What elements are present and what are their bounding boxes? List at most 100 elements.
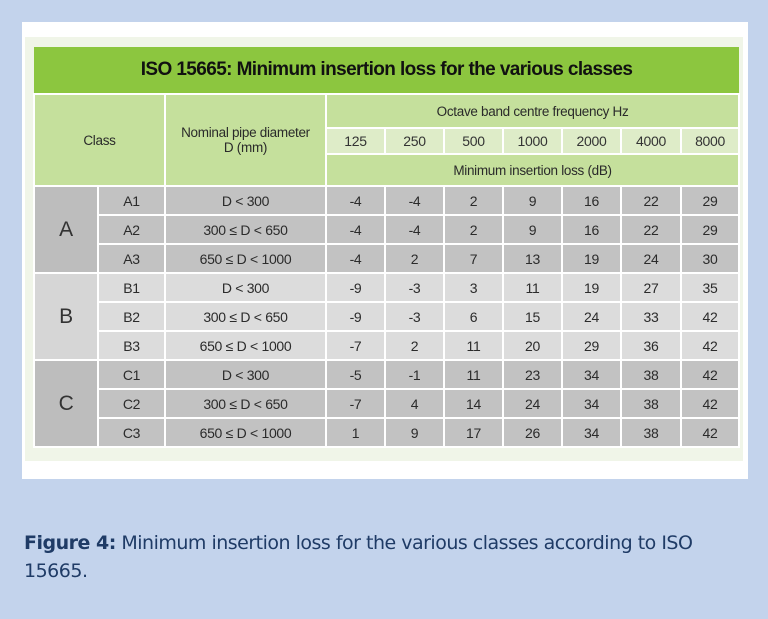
figure-label: Figure 4: [24, 532, 116, 554]
class-cell: A [33, 185, 99, 274]
value-cell: -1 [384, 359, 445, 390]
subclass-cell: B1 [97, 272, 166, 303]
value-cell: 42 [679, 330, 741, 361]
value-cell: 16 [561, 185, 622, 216]
frequency-header: 1000 [502, 127, 563, 155]
value-cell: 4 [384, 388, 445, 419]
diameter-cell: 300 ≤ D < 650 [164, 214, 327, 245]
subclass-cell: C3 [97, 417, 166, 448]
value-cell: -4 [384, 214, 445, 245]
table-row: A3 650 ≤ D < 1000 -4 2 7 13 19 24 30 [34, 243, 741, 274]
subclass-cell: A2 [97, 214, 166, 245]
value-cell: -3 [384, 272, 445, 303]
value-cell: 9 [502, 185, 563, 216]
value-cell: 13 [502, 243, 563, 274]
value-cell: 2 [384, 330, 445, 361]
value-cell: 6 [443, 301, 504, 332]
value-cell: 20 [502, 330, 563, 361]
value-cell: 11 [443, 359, 504, 390]
figure-card: ISO 15665: Minimum insertion loss for th… [22, 22, 748, 479]
value-cell: 14 [443, 388, 504, 419]
value-cell: 29 [561, 330, 622, 361]
subclass-cell: C2 [97, 388, 166, 419]
diameter-cell: 650 ≤ D < 1000 [164, 417, 327, 448]
value-cell: 2 [443, 214, 504, 245]
value-cell: -4 [325, 185, 386, 216]
value-cell: -9 [325, 272, 386, 303]
value-cell: 16 [561, 214, 622, 245]
subclass-cell: B2 [97, 301, 166, 332]
value-cell: 27 [620, 272, 682, 303]
value-cell: 42 [679, 417, 741, 448]
value-cell: -9 [325, 301, 386, 332]
table-row: B B1 D < 300 -9 -3 3 11 19 27 35 [33, 272, 741, 361]
frequency-header: 125 [325, 127, 386, 155]
value-cell: -4 [384, 185, 445, 216]
frequency-header: 250 [384, 127, 445, 155]
value-cell: 17 [443, 417, 504, 448]
value-cell: 42 [679, 388, 741, 419]
value-cell: 22 [620, 185, 682, 216]
value-cell: 7 [443, 243, 504, 274]
value-cell: -4 [325, 214, 386, 245]
class-cell: B [33, 272, 99, 361]
diameter-cell: 300 ≤ D < 650 [164, 301, 327, 332]
frequency-header: 2000 [561, 127, 622, 155]
value-cell: 24 [620, 243, 682, 274]
diameter-cell: 300 ≤ D < 650 [164, 388, 327, 419]
value-cell: 38 [620, 388, 682, 419]
subclass-cell: B3 [97, 330, 166, 361]
table-title: ISO 15665: Minimum insertion loss for th… [34, 47, 740, 95]
value-cell: 15 [502, 301, 563, 332]
diameter-header-line1: Nominal pipe diameter [181, 125, 310, 140]
value-cell: 1 [325, 417, 386, 448]
value-cell: 19 [561, 272, 622, 303]
min-insertion-loss-header: Minimum insertion loss (dB) [324, 153, 741, 187]
value-cell: 23 [502, 359, 563, 390]
frequency-header: 4000 [620, 127, 682, 155]
value-cell: 42 [679, 301, 741, 332]
table-row: C3 650 ≤ D < 1000 1 9 17 26 34 38 42 [34, 417, 741, 448]
value-cell: 9 [384, 417, 445, 448]
value-cell: 9 [502, 214, 563, 245]
value-cell: 11 [502, 272, 563, 303]
table-row: B2 300 ≤ D < 650 -9 -3 6 15 24 33 42 [34, 301, 741, 332]
class-header: Class [33, 93, 166, 187]
table-row: B3 650 ≤ D < 1000 -7 2 11 20 29 36 42 [34, 330, 741, 361]
value-cell: 24 [561, 301, 622, 332]
table-row: C2 300 ≤ D < 650 -7 4 14 24 34 38 42 [34, 388, 741, 419]
value-cell: -7 [325, 330, 386, 361]
figure-caption: Figure 4: Minimum insertion loss for the… [24, 529, 744, 585]
value-cell: 34 [561, 359, 622, 390]
octave-band-header: Octave band centre frequency Hz [324, 93, 741, 129]
value-cell: -4 [325, 243, 386, 274]
value-cell: 22 [620, 214, 682, 245]
value-cell: 38 [620, 359, 682, 390]
table-row: A A1 D < 300 -4 -4 2 9 16 22 29 [33, 185, 741, 274]
table-panel: ISO 15665: Minimum insertion loss for th… [25, 37, 743, 461]
class-cell: C [33, 359, 99, 448]
subclass-cell: A1 [97, 185, 166, 216]
value-cell: 36 [620, 330, 682, 361]
value-cell: -7 [325, 388, 386, 419]
diameter-header-line2: D (mm) [223, 140, 268, 155]
value-cell: 29 [679, 214, 741, 245]
value-cell: -5 [325, 359, 386, 390]
value-cell: 2 [384, 243, 445, 274]
figure-caption-text: Minimum insertion loss for the various c… [24, 532, 693, 582]
subclass-cell: C1 [97, 359, 166, 390]
frequency-header: 8000 [679, 127, 741, 155]
value-cell: 19 [561, 243, 622, 274]
diameter-header: Nominal pipe diameter D (mm) [164, 93, 327, 187]
diameter-cell: 650 ≤ D < 1000 [164, 243, 327, 274]
diameter-cell: D < 300 [164, 272, 327, 303]
value-cell: 33 [620, 301, 682, 332]
diameter-cell: 650 ≤ D < 1000 [164, 330, 327, 361]
table-row: C C1 D < 300 -5 -1 11 23 34 38 42 [33, 359, 741, 448]
subclass-cell: A3 [97, 243, 166, 274]
value-cell: 38 [620, 417, 682, 448]
value-cell: 30 [679, 243, 741, 274]
diameter-cell: D < 300 [164, 359, 327, 390]
value-cell: 35 [679, 272, 741, 303]
table-row: A2 300 ≤ D < 650 -4 -4 2 9 16 22 29 [34, 214, 741, 245]
